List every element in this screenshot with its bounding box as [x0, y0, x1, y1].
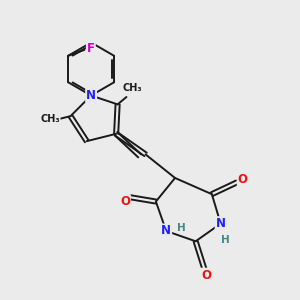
Text: CH₃: CH₃ — [40, 114, 60, 124]
Text: O: O — [120, 195, 130, 208]
Text: O: O — [238, 173, 248, 186]
Text: H: H — [176, 223, 185, 233]
Text: CH₃: CH₃ — [122, 83, 142, 93]
Text: N: N — [216, 217, 226, 230]
Text: N: N — [86, 89, 96, 102]
Text: H: H — [221, 235, 230, 245]
Text: N: N — [161, 224, 171, 238]
Text: O: O — [201, 268, 211, 282]
Text: F: F — [87, 42, 95, 55]
